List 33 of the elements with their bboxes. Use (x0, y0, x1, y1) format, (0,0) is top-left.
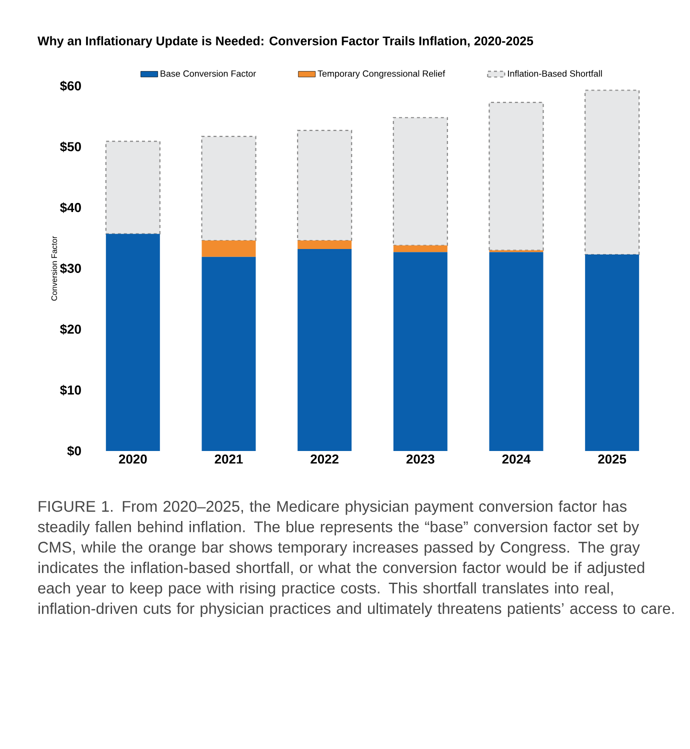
legend-label: Inflation-Based Shortfall (508, 70, 602, 77)
bar (392, 117, 448, 246)
x-tick-label: 2023 (406, 454, 434, 464)
bar (585, 254, 640, 451)
x-tick-label: 2020 (118, 454, 147, 464)
x-tick-label: 2021 (214, 454, 243, 464)
bar (201, 136, 256, 242)
bar (298, 249, 352, 451)
chart-title: Why an Inflationary Update is Needed: Conversion Factor Trails Inflation, 2020-2025 (38, 36, 534, 48)
bar (393, 245, 448, 252)
bar (298, 240, 352, 250)
x-tick-label: 2024 (502, 454, 531, 464)
caption: FIGURE 1. From 2020–2025, the Medicare physician payment conversion factor has steadily fallen behind inflation. The blue represents the “base” conversion factor set by CMS, while the orange bar shows temporary increases passed by Congress. The gray indicates the inflation-based shortfall, or what the conversion factor would be if adjusted each year to keep pace with rising practice costs. This shortfall translates into real, inflation-driven cuts for physician practices and ultimately threatens patients’ access to care. (38, 500, 674, 618)
bar (489, 252, 544, 451)
bar (106, 234, 160, 451)
x-tick-label: 2025 (598, 454, 626, 464)
bar (393, 252, 448, 451)
bar (105, 140, 160, 234)
y-tick-label: $0 (67, 446, 81, 456)
bar (202, 240, 256, 257)
legend-label: Base Conversion Factor (160, 70, 256, 77)
bar (488, 102, 544, 251)
bar (297, 130, 352, 242)
x-tick-label: 2022 (310, 454, 338, 464)
bar (202, 256, 256, 451)
y-tick-label: $10 (60, 384, 81, 396)
y-tick-label: $20 (60, 324, 81, 335)
y-tick-label: $50 (60, 142, 81, 152)
bar (584, 90, 640, 256)
y-tick-label: $60 (60, 80, 81, 92)
legend-label: Temporary Congressional Relief (318, 70, 446, 79)
y-tick-label: $40 (60, 202, 81, 213)
y-tick-label: $30 (60, 263, 81, 274)
